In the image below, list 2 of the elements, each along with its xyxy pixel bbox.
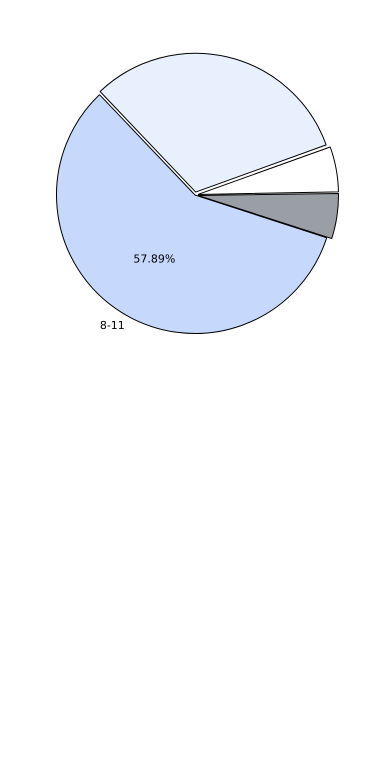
slice-label: 8-11 <box>100 319 125 332</box>
data-label: 57.89% <box>133 252 176 266</box>
